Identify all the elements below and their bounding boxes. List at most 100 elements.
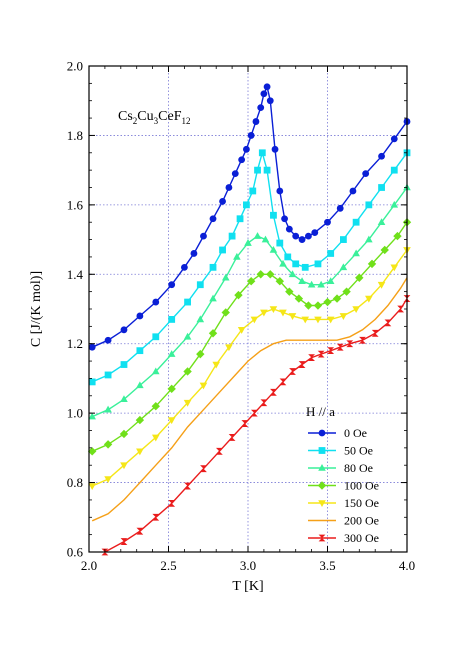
data-point xyxy=(282,336,290,344)
data-point xyxy=(269,245,278,253)
data-point xyxy=(298,361,306,368)
data-point xyxy=(136,312,144,320)
x-tick-label: 3.5 xyxy=(319,558,335,573)
data-point xyxy=(196,315,205,323)
data-point xyxy=(355,273,364,282)
data-point xyxy=(276,187,284,195)
y-tick-label: 1.6 xyxy=(67,197,84,212)
data-point xyxy=(212,361,220,369)
series-50-oe xyxy=(88,149,411,386)
data-point xyxy=(342,287,351,296)
data-point xyxy=(271,145,279,153)
data-point xyxy=(365,295,373,303)
data-point xyxy=(151,367,160,375)
data-point xyxy=(88,343,96,351)
y-axis-title: C [J/(K mol)] xyxy=(29,271,44,347)
data-point xyxy=(181,263,188,271)
data-point xyxy=(104,405,112,413)
data-point xyxy=(327,347,335,355)
data-point xyxy=(246,277,256,286)
data-point xyxy=(339,313,348,320)
data-point xyxy=(380,245,389,255)
y-tick-label: 1.2 xyxy=(67,336,83,351)
data-point xyxy=(362,170,370,178)
data-point xyxy=(333,336,341,344)
data-point xyxy=(208,329,218,338)
data-point xyxy=(266,97,274,105)
x-tick-label: 2.5 xyxy=(160,558,176,573)
data-point xyxy=(390,264,399,272)
data-point xyxy=(225,344,233,352)
data-point xyxy=(349,187,357,195)
data-point xyxy=(152,513,160,521)
data-point xyxy=(104,336,112,344)
data-point xyxy=(390,200,399,208)
data-point xyxy=(247,132,255,139)
data-point xyxy=(254,166,261,174)
data-point xyxy=(221,308,230,317)
data-point xyxy=(336,343,344,351)
data-point xyxy=(200,465,207,473)
series-80-oe xyxy=(88,183,411,420)
data-point xyxy=(326,277,335,285)
data-point xyxy=(120,326,128,334)
data-point xyxy=(279,378,287,386)
data-point xyxy=(346,340,354,348)
data-point xyxy=(352,249,360,257)
series-100-oe xyxy=(87,218,412,456)
data-point xyxy=(324,218,331,226)
data-point xyxy=(88,483,96,491)
data-point xyxy=(103,440,113,449)
legend-marker xyxy=(318,534,326,542)
x-tick-label: 2.0 xyxy=(81,558,97,573)
data-point xyxy=(314,260,322,268)
data-point xyxy=(119,429,129,439)
data-point xyxy=(221,273,230,281)
data-point xyxy=(209,263,217,271)
data-point xyxy=(311,229,319,237)
series-layer xyxy=(87,83,412,556)
data-point xyxy=(136,347,144,355)
legend-label: 300 Oe xyxy=(344,531,379,545)
compound-annotation: Cs2Cu3CeF12 xyxy=(118,109,190,126)
series-200-oe xyxy=(88,274,411,525)
annot-cs-sub: 2 xyxy=(133,116,138,126)
data-point xyxy=(260,90,268,98)
data-point xyxy=(120,538,128,545)
data-point xyxy=(209,215,217,223)
data-point xyxy=(168,500,176,507)
data-point xyxy=(307,280,316,288)
annot-cef: CeF xyxy=(158,109,182,124)
data-point xyxy=(266,270,275,279)
data-point xyxy=(292,232,300,240)
data-point xyxy=(371,329,379,337)
data-point xyxy=(238,156,246,164)
data-point xyxy=(104,476,112,484)
data-point xyxy=(390,166,398,174)
legend-marker xyxy=(318,517,326,524)
data-point xyxy=(215,447,223,455)
data-point xyxy=(225,184,233,191)
data-point xyxy=(120,395,128,403)
data-point xyxy=(390,135,398,143)
data-point xyxy=(257,104,265,112)
data-point xyxy=(249,187,257,195)
data-point xyxy=(298,277,306,285)
data-point xyxy=(288,270,297,278)
data-point xyxy=(190,250,198,257)
data-point xyxy=(152,333,160,341)
data-point xyxy=(136,448,144,456)
legend-marker xyxy=(318,429,326,437)
legend: H // a 0 Oe 50 Oe 80 Oe 100 Oe 150 Oe 200 Oe 3… xyxy=(306,404,379,545)
y-tick-label: 1.8 xyxy=(67,128,83,143)
data-point xyxy=(250,316,259,324)
data-point xyxy=(183,399,192,407)
data-point xyxy=(365,201,373,209)
annot-cs: Cs xyxy=(118,109,133,124)
data-point xyxy=(234,290,243,300)
data-point xyxy=(231,170,239,178)
data-point xyxy=(298,236,306,243)
data-point xyxy=(228,434,236,441)
data-point xyxy=(244,239,252,246)
